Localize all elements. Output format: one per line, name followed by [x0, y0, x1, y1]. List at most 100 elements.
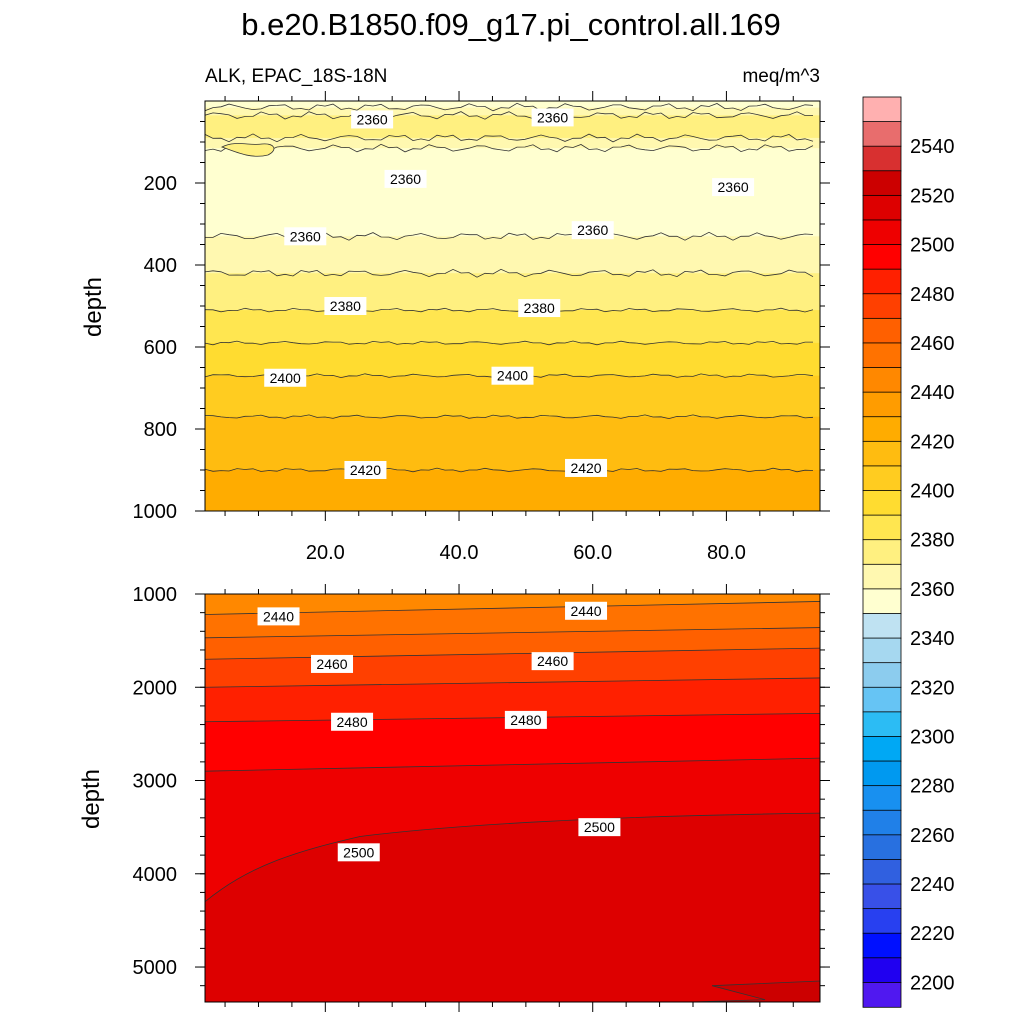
contour-label: 2440 — [565, 601, 608, 620]
colorbar-swatch — [862, 785, 902, 811]
colorbar-swatch — [862, 760, 902, 787]
colorbar-swatch — [862, 440, 902, 467]
y-tick-label: 1000 — [133, 501, 178, 523]
contour-band — [205, 137, 820, 149]
contour-label: 2460 — [311, 654, 354, 673]
colorbar-swatch — [862, 244, 902, 270]
contour-band — [205, 470, 820, 511]
colorbar-label: 2500 — [910, 235, 955, 257]
contour-label: 2480 — [504, 710, 547, 729]
colorbar-swatch — [862, 145, 902, 172]
colorbar-label: 2520 — [910, 185, 955, 207]
svg-text:2400: 2400 — [497, 368, 528, 384]
contour-line — [205, 647, 820, 660]
contour-label: 2380 — [518, 299, 561, 318]
svg-text:2420: 2420 — [350, 462, 381, 478]
colorbar-swatch — [862, 637, 902, 664]
contour-line — [205, 677, 820, 688]
upper-panel-plot-area: 2360 2360 2360 2360 2360 2360 2380 2380 2400 2400… — [205, 101, 820, 511]
colorbar-label: 2540 — [910, 136, 955, 158]
svg-text:2360: 2360 — [290, 228, 321, 244]
colorbar-label: 2360 — [910, 579, 955, 601]
contour-label: 2500 — [578, 818, 621, 837]
svg-text:2480: 2480 — [336, 714, 367, 730]
contour-line — [205, 143, 814, 153]
contour-line — [205, 111, 814, 120]
contour-label: 2360 — [712, 178, 755, 197]
contour-line — [205, 627, 820, 639]
colorbar-swatch — [862, 932, 902, 959]
colorbar-swatch — [862, 367, 902, 393]
colorbar-swatch — [862, 834, 902, 861]
colorbar-swatch — [862, 121, 902, 147]
colorbar-label: 2380 — [910, 530, 955, 552]
colorbar-swatch — [862, 982, 902, 1008]
colorbar-swatch — [862, 194, 902, 221]
contour-band — [205, 101, 820, 108]
svg-text:2360: 2360 — [537, 109, 568, 125]
colorbar-swatch — [862, 490, 902, 516]
contour-line — [205, 601, 820, 615]
svg-text:2420: 2420 — [570, 460, 601, 476]
contour-line — [205, 102, 814, 112]
contour-band — [221, 143, 275, 157]
contour-line — [205, 268, 814, 278]
colorbar-swatch — [862, 514, 902, 541]
colorbar-label: 2340 — [910, 628, 955, 650]
contour-label: 2360 — [384, 169, 427, 188]
contour-band — [205, 273, 820, 311]
chart-units: meq/m^3 — [742, 66, 820, 87]
colorbar-swatch — [862, 170, 902, 197]
contour-band — [205, 416, 820, 471]
x-tick-label: 60.0 — [573, 542, 612, 564]
contour-label: 2360 — [571, 221, 614, 240]
lower-y-axis-label: depth — [78, 769, 105, 829]
contour-line — [205, 340, 813, 346]
colorbar-swatch — [862, 465, 902, 492]
colorbar-swatch — [862, 613, 902, 639]
colorbar-swatch — [862, 563, 902, 590]
svg-text:2380: 2380 — [524, 300, 555, 316]
y-tick-label: 5000 — [133, 957, 178, 979]
colorbar-swatch — [862, 957, 902, 984]
colorbar-label: 2320 — [910, 677, 955, 699]
colorbar-label: 2240 — [910, 874, 955, 896]
contour-band — [205, 115, 820, 139]
svg-text:2500: 2500 — [584, 819, 615, 835]
contour-label: 2360 — [284, 227, 327, 246]
contour-line — [205, 414, 814, 420]
colorbar-swatch — [862, 662, 902, 688]
colorbar-swatch — [862, 96, 902, 123]
upper-y-axis-label: depth — [80, 277, 107, 337]
y-tick-label: 1000 — [133, 584, 178, 606]
colorbar-label: 2300 — [910, 726, 955, 748]
contour-label: 2420 — [344, 461, 387, 479]
colorbar-label: 2440 — [910, 382, 955, 404]
x-tick-label: 80.0 — [707, 542, 746, 564]
colorbar-swatch — [862, 539, 902, 565]
colorbar-swatch — [862, 588, 902, 615]
x-tick-label: 40.0 — [440, 542, 479, 564]
colorbar-swatch — [862, 268, 902, 295]
lower-panel-plot-area: 2440 2440 2460 2460 2480 2480 2500 2500 — [205, 594, 820, 1002]
y-tick-label: 800 — [144, 419, 177, 441]
colorbar-swatch — [862, 711, 902, 738]
contour-label: 2400 — [264, 368, 307, 387]
colorbar-label: 2220 — [910, 923, 955, 945]
colorbar-swatch — [862, 809, 902, 836]
colorbar-swatch — [862, 391, 902, 418]
lower-panel-axes: 1000 2000 3000 4000 5000 — [133, 584, 830, 1012]
contour-label: 2420 — [565, 458, 608, 477]
svg-text:2380: 2380 — [330, 298, 361, 314]
svg-text:2460: 2460 — [316, 656, 347, 672]
contour-band — [205, 310, 820, 344]
contour-label: 2360 — [531, 108, 574, 127]
chart-subtitle-left: ALK, EPAC_18S-18N — [205, 66, 387, 87]
contour-band — [205, 594, 820, 615]
y-tick-label: 600 — [144, 337, 177, 359]
svg-text:2400: 2400 — [270, 370, 301, 386]
contour-label: 2360 — [351, 110, 394, 129]
contour-label: 2460 — [531, 652, 574, 671]
contour-band — [689, 980, 820, 1002]
colorbar-swatch — [862, 908, 902, 934]
